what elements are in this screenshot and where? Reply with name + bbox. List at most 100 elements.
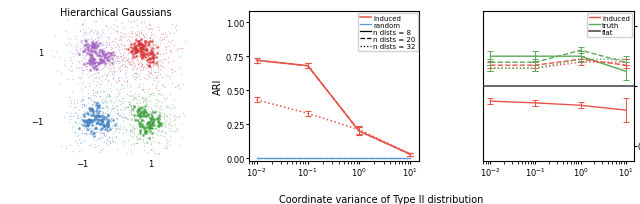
Point: [108, 76, 118, 80]
Point: [97, 33, 107, 36]
Point: [107, 107, 117, 111]
Point: [153, 121, 163, 124]
Point: [86, 104, 97, 108]
Point: [124, 111, 134, 114]
Point: [107, 140, 117, 143]
Point: [86, 50, 96, 53]
Point: [132, 51, 142, 54]
Point: [135, 137, 145, 141]
Point: [169, 115, 179, 118]
Point: [106, 52, 116, 56]
Point: [145, 120, 156, 123]
Point: [100, 125, 110, 129]
Point: [81, 65, 92, 68]
Point: [152, 133, 162, 136]
Point: [141, 114, 151, 117]
Point: [99, 57, 109, 60]
Point: [59, 115, 69, 119]
Point: [71, 112, 81, 115]
Point: [95, 90, 105, 93]
Point: [132, 119, 143, 123]
Point: [83, 119, 93, 122]
Point: [143, 44, 153, 48]
Point: [77, 39, 88, 42]
Point: [119, 47, 129, 50]
Point: [109, 61, 119, 64]
Point: [67, 52, 77, 56]
Point: [136, 47, 146, 50]
Point: [98, 114, 108, 118]
Point: [155, 111, 165, 114]
Point: [125, 101, 136, 104]
Point: [105, 61, 115, 64]
Point: [111, 51, 121, 55]
Point: [100, 56, 110, 59]
Point: [158, 112, 168, 115]
Point: [111, 80, 122, 84]
Point: [77, 69, 88, 72]
Point: [90, 50, 100, 53]
Point: [130, 78, 140, 81]
Point: [148, 149, 158, 152]
Point: [140, 111, 150, 114]
Point: [93, 115, 104, 118]
Point: [134, 137, 145, 140]
Point: [189, 99, 199, 102]
Point: [143, 74, 154, 77]
Point: [139, 45, 149, 49]
Point: [135, 121, 145, 125]
Point: [125, 112, 136, 115]
Point: [65, 56, 75, 59]
Point: [97, 112, 108, 115]
Point: [92, 45, 102, 49]
Point: [84, 108, 95, 111]
Point: [147, 132, 157, 135]
Point: [102, 105, 112, 108]
Point: [143, 124, 154, 128]
Point: [116, 60, 126, 63]
Point: [81, 31, 91, 34]
Point: [95, 80, 106, 83]
Point: [86, 59, 96, 63]
Point: [103, 121, 113, 124]
Point: [109, 96, 120, 99]
Point: [106, 52, 116, 55]
Point: [70, 38, 80, 42]
Point: [152, 99, 162, 102]
Point: [144, 76, 154, 79]
Point: [149, 92, 159, 96]
Point: [136, 39, 146, 42]
Point: [118, 160, 129, 164]
Point: [123, 52, 133, 56]
Point: [125, 30, 135, 33]
Point: [95, 50, 105, 53]
Point: [111, 105, 122, 109]
Point: [144, 72, 154, 75]
Point: [51, 50, 61, 53]
Point: [87, 108, 97, 112]
Point: [76, 71, 86, 74]
Point: [78, 15, 88, 19]
Point: [129, 64, 139, 67]
Point: [80, 58, 90, 61]
Point: [135, 129, 145, 133]
Point: [139, 108, 149, 111]
Point: [147, 133, 157, 136]
Point: [148, 136, 158, 139]
Point: [102, 95, 113, 99]
Point: [97, 44, 108, 47]
Point: [116, 126, 126, 129]
Point: [140, 42, 150, 45]
Point: [81, 33, 92, 36]
Point: [100, 53, 111, 57]
Point: [147, 83, 157, 86]
Point: [95, 128, 106, 131]
Point: [146, 117, 156, 120]
Point: [161, 106, 171, 109]
Point: [143, 27, 153, 30]
Point: [145, 122, 155, 125]
Point: [92, 81, 102, 84]
Point: [88, 43, 99, 47]
Point: [56, 145, 67, 148]
Point: [88, 53, 98, 56]
